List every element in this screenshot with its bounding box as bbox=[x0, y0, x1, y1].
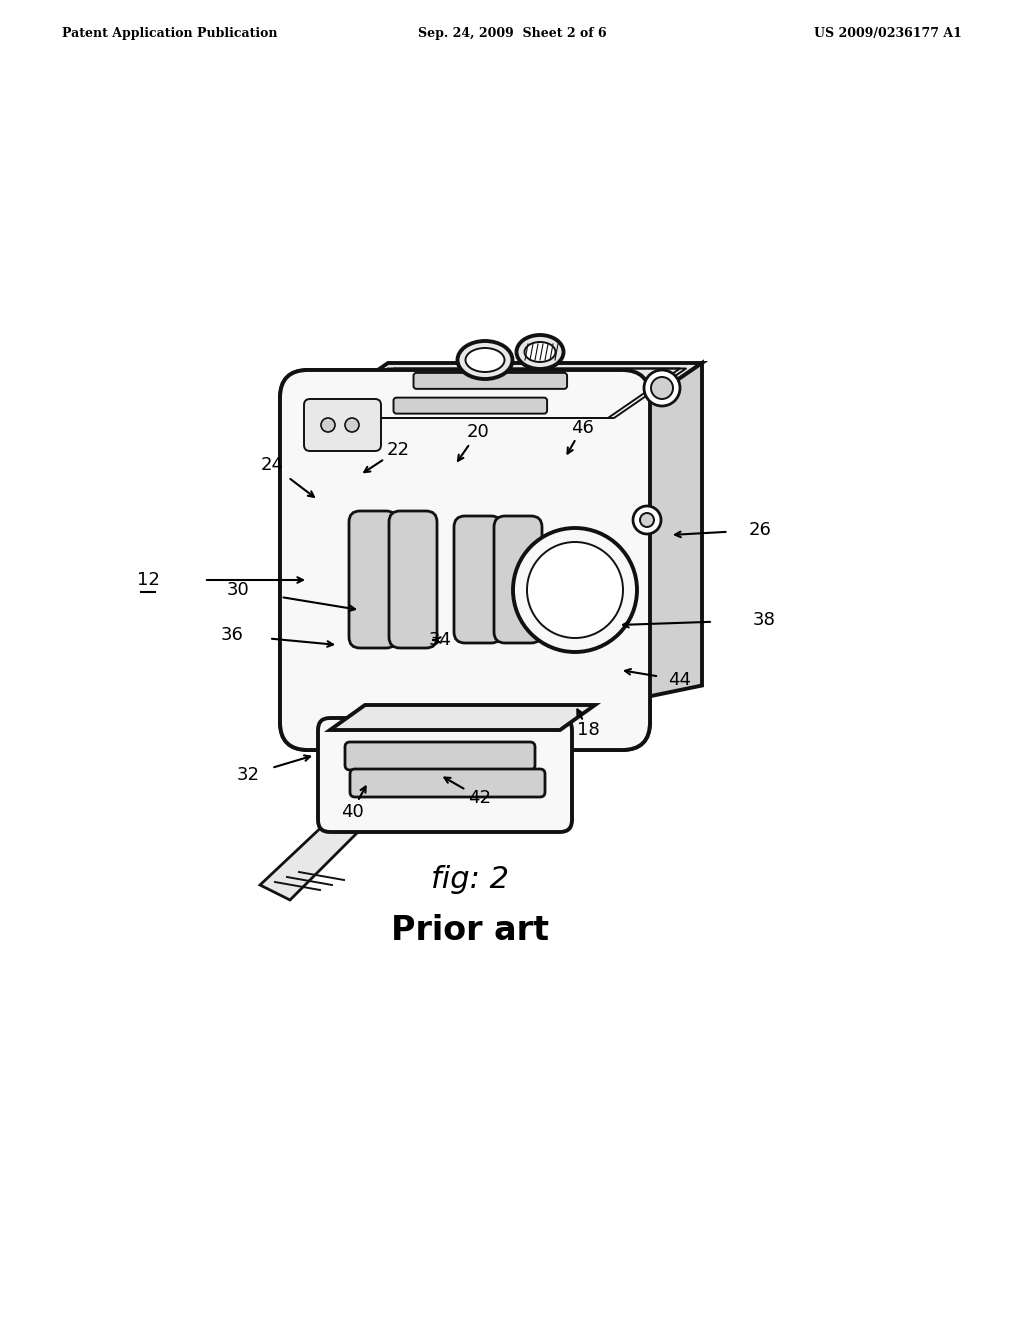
Circle shape bbox=[651, 378, 673, 399]
Ellipse shape bbox=[524, 342, 555, 362]
FancyBboxPatch shape bbox=[345, 742, 535, 770]
FancyBboxPatch shape bbox=[454, 516, 502, 643]
Text: 36: 36 bbox=[220, 626, 244, 644]
FancyBboxPatch shape bbox=[389, 511, 437, 648]
FancyBboxPatch shape bbox=[414, 372, 567, 389]
Text: Patent Application Publication: Patent Application Publication bbox=[62, 26, 278, 40]
Text: 32: 32 bbox=[237, 766, 259, 784]
Text: 26: 26 bbox=[749, 521, 771, 539]
Text: 30: 30 bbox=[226, 581, 250, 599]
Text: 18: 18 bbox=[577, 721, 599, 739]
FancyBboxPatch shape bbox=[350, 770, 545, 797]
Text: 38: 38 bbox=[753, 611, 775, 630]
Text: fig: 2: fig: 2 bbox=[431, 866, 509, 895]
Circle shape bbox=[345, 418, 359, 432]
Text: 46: 46 bbox=[570, 418, 594, 437]
Ellipse shape bbox=[516, 335, 563, 370]
FancyBboxPatch shape bbox=[318, 718, 572, 832]
Ellipse shape bbox=[458, 341, 512, 379]
Circle shape bbox=[644, 370, 680, 407]
Text: Sep. 24, 2009  Sheet 2 of 6: Sep. 24, 2009 Sheet 2 of 6 bbox=[418, 26, 606, 40]
Polygon shape bbox=[622, 363, 702, 702]
Text: US 2009/0236177 A1: US 2009/0236177 A1 bbox=[814, 26, 962, 40]
Circle shape bbox=[321, 418, 335, 432]
Circle shape bbox=[513, 528, 637, 652]
Circle shape bbox=[640, 513, 654, 527]
FancyBboxPatch shape bbox=[393, 397, 547, 413]
Text: 42: 42 bbox=[469, 789, 492, 807]
Text: 22: 22 bbox=[386, 441, 410, 459]
FancyBboxPatch shape bbox=[494, 516, 542, 643]
FancyBboxPatch shape bbox=[304, 399, 381, 451]
FancyBboxPatch shape bbox=[280, 370, 650, 750]
Circle shape bbox=[633, 506, 662, 535]
Polygon shape bbox=[260, 805, 370, 900]
Text: Prior art: Prior art bbox=[391, 913, 549, 946]
Text: 12: 12 bbox=[136, 572, 160, 589]
Text: 24: 24 bbox=[260, 455, 284, 474]
FancyBboxPatch shape bbox=[280, 370, 650, 750]
Text: 40: 40 bbox=[341, 803, 364, 821]
Polygon shape bbox=[330, 705, 595, 730]
Circle shape bbox=[527, 543, 623, 638]
Text: 34: 34 bbox=[428, 631, 452, 649]
Text: 44: 44 bbox=[669, 671, 691, 689]
FancyBboxPatch shape bbox=[349, 511, 397, 648]
Ellipse shape bbox=[466, 348, 505, 372]
Polygon shape bbox=[308, 363, 702, 418]
Text: 20: 20 bbox=[467, 422, 489, 441]
